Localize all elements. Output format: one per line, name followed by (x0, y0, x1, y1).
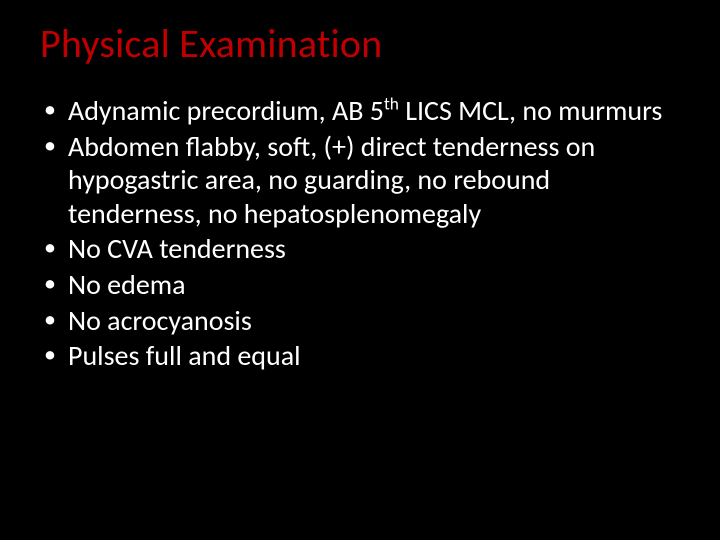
list-item: No acrocyanosis (40, 304, 680, 338)
list-item: No CVA tenderness (40, 232, 680, 266)
bullet-text-prefix: Adynamic precordium, AB 5 (68, 93, 384, 128)
slide: Physical Examination Adynamic precordium… (0, 0, 720, 540)
bullet-text: No CVA tenderness (68, 231, 286, 266)
bullet-text: Abdomen flabby, soft, (+) direct tendern… (68, 129, 595, 231)
bullet-text: Pulses full and equal (68, 338, 301, 373)
list-item: No edema (40, 268, 680, 302)
bullet-text: No edema (68, 267, 186, 302)
bullet-list: Adynamic precordium, AB 5th LICS MCL, no… (40, 94, 680, 373)
list-item: Pulses full and equal (40, 339, 680, 373)
bullet-text-sup: th (384, 93, 399, 115)
slide-title: Physical Examination (40, 22, 680, 66)
bullet-text-suffix: LICS MCL, no murmurs (399, 93, 662, 128)
bullet-text: No acrocyanosis (68, 303, 252, 338)
list-item: Abdomen flabby, soft, (+) direct tendern… (40, 130, 680, 231)
list-item: Adynamic precordium, AB 5th LICS MCL, no… (40, 94, 680, 128)
